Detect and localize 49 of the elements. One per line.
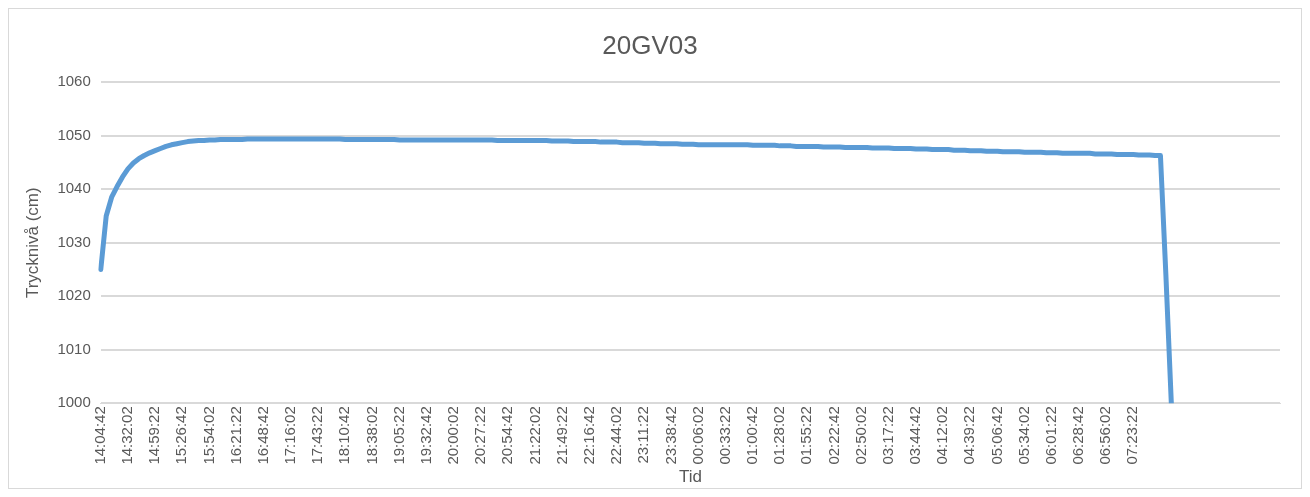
x-tick-label: 00:33:22 bbox=[715, 406, 733, 465]
x-tick-label: 14:59:22 bbox=[145, 406, 163, 465]
x-tick-label: 18:38:02 bbox=[362, 406, 380, 465]
x-tick-label: 17:16:02 bbox=[281, 406, 299, 465]
x-tick-label: 19:05:22 bbox=[389, 406, 407, 465]
x-tick-label: 20:00:02 bbox=[444, 406, 462, 465]
y-tick-label: 1040 bbox=[57, 179, 91, 197]
y-tick-label: 1020 bbox=[57, 286, 91, 304]
x-tick-label: 15:26:42 bbox=[172, 406, 190, 465]
x-tick-label: 22:44:02 bbox=[607, 406, 625, 465]
x-tick-label: 01:00:42 bbox=[743, 406, 761, 465]
x-tick-label: 20:27:22 bbox=[471, 406, 489, 465]
x-axis-title: Tid bbox=[678, 467, 702, 487]
x-tick-label: 05:06:42 bbox=[987, 406, 1005, 465]
x-tick-label: 19:32:42 bbox=[416, 406, 434, 465]
x-tick-label: 21:22:02 bbox=[525, 406, 543, 465]
x-tick-label: 03:44:42 bbox=[906, 406, 924, 465]
x-tick-label: 20:54:42 bbox=[498, 406, 516, 465]
x-tick-label: 06:28:42 bbox=[1069, 406, 1087, 465]
x-tick-label: 23:11:22 bbox=[634, 406, 652, 464]
x-tick-label: 01:55:22 bbox=[797, 406, 815, 465]
x-tick-label: 03:17:22 bbox=[878, 406, 896, 465]
x-tick-label: 07:23:22 bbox=[1123, 406, 1141, 465]
x-tick-label: 06:56:02 bbox=[1096, 406, 1114, 465]
y-tick-label: 1010 bbox=[57, 339, 91, 357]
x-tick-label: 06:01:22 bbox=[1041, 406, 1059, 465]
x-tick-label: 22:16:42 bbox=[579, 406, 597, 465]
x-tick-label: 21:49:22 bbox=[552, 406, 570, 465]
x-tick-label: 05:34:02 bbox=[1014, 406, 1032, 465]
x-tick-label: 14:04:42 bbox=[90, 406, 108, 465]
x-tick-label: 01:28:02 bbox=[770, 406, 788, 465]
y-tick-label: 1000 bbox=[57, 393, 91, 411]
x-tick-label: 14:32:02 bbox=[118, 406, 136, 465]
x-tick-label: 15:54:02 bbox=[199, 406, 217, 465]
y-tick-label: 1030 bbox=[57, 232, 91, 250]
x-tick-label: 16:21:22 bbox=[226, 406, 244, 465]
x-tick-label: 17:43:22 bbox=[308, 406, 326, 465]
x-tick-label: 04:12:02 bbox=[933, 406, 951, 465]
x-tick-label: 00:06:02 bbox=[688, 406, 706, 465]
x-tick-label: 16:48:42 bbox=[253, 406, 271, 465]
x-tick-label: 18:10:42 bbox=[335, 406, 353, 465]
x-tick-label: 02:22:42 bbox=[824, 406, 842, 465]
x-tick-label: 04:39:22 bbox=[960, 406, 978, 465]
x-tick-label: 02:50:02 bbox=[851, 406, 869, 465]
x-tick-label: 23:38:42 bbox=[661, 406, 679, 465]
y-axis-title: Trycknivå (cm) bbox=[22, 187, 42, 299]
y-tick-label: 1050 bbox=[57, 125, 91, 143]
chart-title: 20GV03 bbox=[602, 29, 698, 60]
y-tick-label: 1060 bbox=[57, 72, 91, 90]
